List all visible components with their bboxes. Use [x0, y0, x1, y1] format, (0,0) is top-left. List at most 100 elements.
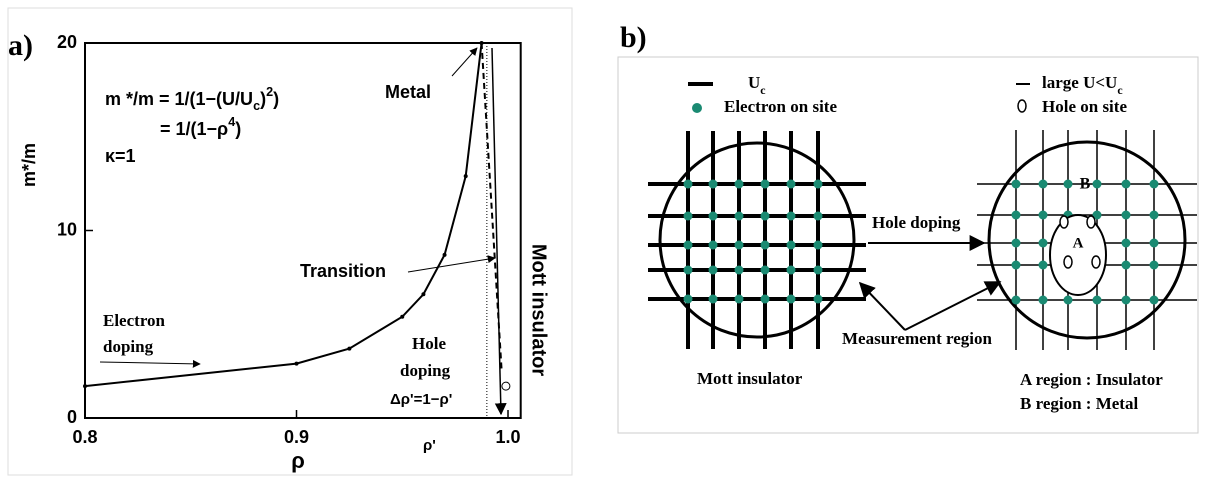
x-tick-label: 0.8	[72, 427, 97, 447]
electron	[761, 266, 770, 275]
electron	[814, 180, 823, 189]
measure-arrow-right	[905, 282, 1000, 330]
electron	[709, 241, 718, 250]
electron	[1093, 296, 1102, 305]
hole	[1060, 216, 1068, 228]
electron	[1093, 180, 1102, 189]
hole	[1092, 256, 1100, 268]
electron	[814, 266, 823, 275]
electron	[1122, 239, 1131, 248]
left-caption: Mott insulator	[697, 369, 803, 388]
electron	[761, 212, 770, 221]
lattice	[648, 131, 866, 349]
electron	[709, 266, 718, 275]
annotation: Transition	[300, 261, 386, 281]
electron	[1064, 180, 1073, 189]
formula-part: = 1/(1−ρ	[160, 119, 228, 139]
electron	[1122, 261, 1131, 270]
legend-label-part: Electron on site	[724, 97, 837, 116]
formula-part: κ=1	[105, 146, 136, 166]
legend-label: Hole on site	[1042, 97, 1127, 116]
electron	[1039, 296, 1048, 305]
formula: m */m = 1/(1−(U/Uc)2)	[105, 85, 279, 113]
x-axis-label: ρ	[291, 448, 305, 473]
electron	[761, 295, 770, 304]
annotation: ρ'	[423, 437, 436, 454]
annotation: Electron	[103, 311, 166, 330]
electron	[787, 180, 796, 189]
legend-label-part: U	[748, 73, 760, 92]
electron	[1012, 180, 1021, 189]
legend-hole	[1018, 100, 1026, 112]
electron	[1039, 261, 1048, 270]
electron	[709, 212, 718, 221]
y-axis-label: m*/m	[19, 143, 39, 187]
end-point	[502, 382, 510, 390]
electron	[1064, 296, 1073, 305]
electron	[684, 266, 693, 275]
electron	[1150, 239, 1159, 248]
electron	[1012, 296, 1021, 305]
electron	[1012, 211, 1021, 220]
electron	[1150, 211, 1159, 220]
annotation: Metal	[385, 82, 431, 102]
formula-part: 2	[266, 85, 273, 99]
metal-arrow	[452, 48, 477, 76]
legend-label-part: c	[760, 83, 765, 97]
panel-label: a)	[8, 29, 33, 62]
electron	[684, 241, 693, 250]
annotation: doping	[400, 361, 451, 380]
region-b-label: B	[1080, 176, 1091, 193]
point	[347, 347, 351, 351]
y-tick-label: 10	[57, 219, 77, 239]
x-tick-label: 1.0	[495, 427, 520, 447]
annotation: Δρ'=1−ρ'	[390, 391, 452, 408]
electron	[735, 180, 744, 189]
electron	[709, 180, 718, 189]
point	[421, 292, 425, 296]
annotation: Hole	[412, 334, 446, 353]
formula-part: c	[253, 99, 260, 113]
x-tick-label: 0.9	[284, 427, 309, 447]
point	[443, 253, 447, 257]
legend-label: large U<Uc	[1042, 73, 1123, 97]
point	[464, 174, 468, 178]
panel-label: b)	[620, 21, 647, 54]
electron	[1122, 296, 1131, 305]
panel-a-frame	[8, 8, 572, 475]
electron	[1012, 239, 1021, 248]
legend-dot	[692, 103, 702, 113]
right-caption: A region : Insulator	[1020, 370, 1163, 389]
electron	[735, 295, 744, 304]
arrow-label: Hole doping	[872, 213, 961, 232]
electron	[684, 212, 693, 221]
electron	[1122, 211, 1131, 220]
electron	[1039, 211, 1048, 220]
point	[295, 362, 299, 366]
y-tick-label: 20	[57, 32, 77, 52]
electron	[1150, 261, 1159, 270]
electron	[735, 266, 744, 275]
legend-label: Uc	[748, 73, 766, 97]
electron	[1150, 180, 1159, 189]
legend-label-part: Hole on site	[1042, 97, 1127, 116]
point	[400, 315, 404, 319]
electron	[684, 295, 693, 304]
legend-label-part: c	[1117, 83, 1122, 97]
hole	[1087, 216, 1095, 228]
electron	[709, 295, 718, 304]
formula-part: m */m = 1/(1−(U/U	[105, 89, 253, 109]
electron	[787, 241, 796, 250]
electron	[814, 295, 823, 304]
mott-arrow	[492, 48, 501, 414]
hole	[1064, 256, 1072, 268]
electron	[1039, 180, 1048, 189]
electron	[735, 212, 744, 221]
legend-label-part: large U<U	[1042, 73, 1117, 92]
formula-part: 4	[228, 115, 235, 129]
electron	[1122, 180, 1131, 189]
formula: κ=1	[105, 146, 136, 166]
electron	[787, 212, 796, 221]
legend-label: Electron on site	[724, 97, 837, 116]
electron	[761, 241, 770, 250]
